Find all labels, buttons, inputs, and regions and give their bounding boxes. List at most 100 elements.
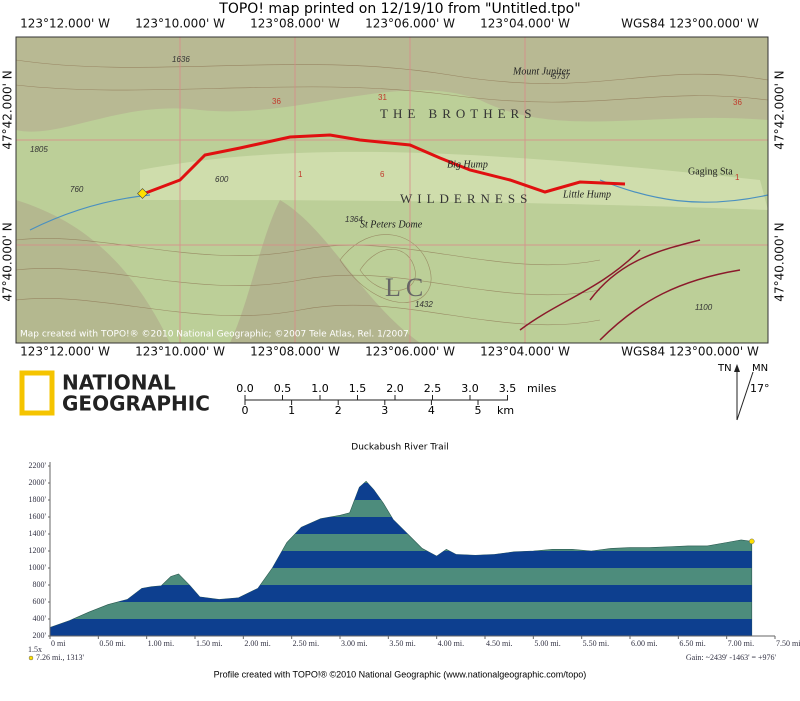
profile-chart: 200' 400' 600' 800' 1000' 1200' 1400' 1600' 1800…: [28, 461, 800, 680]
scale-label: 1: [288, 404, 295, 417]
y-tick-label: 400': [33, 614, 47, 623]
elevation: 600: [215, 175, 229, 184]
logo-text: NATIONAL: [62, 371, 176, 395]
x-tick-label: 7.00 mi.: [728, 639, 754, 648]
scale-unit: miles: [527, 382, 557, 395]
longitude-label: 123°06.000' W: [365, 345, 455, 359]
x-tick-label: 2.50 mi.: [293, 639, 319, 648]
y-tick-label: 200': [33, 631, 47, 640]
page-title: TOPO! map printed on 12/19/10 from "Unti…: [218, 1, 580, 17]
x-tick-label: 3.50 mi.: [389, 639, 415, 648]
scale-label: 0.5: [274, 382, 292, 395]
declination: 17°: [750, 382, 770, 395]
map-label: Gaging Sta: [688, 166, 733, 177]
y-tick-label: 1600': [29, 512, 47, 521]
scale-label: 0.0: [236, 382, 254, 395]
elevation: 1100: [695, 303, 713, 312]
section-number: 31: [378, 93, 387, 102]
longitude-label: 123°12.000' W: [20, 17, 110, 31]
map-label: Big Hump: [447, 159, 488, 170]
logo: NATIONAL GEOGRAPHIC: [19, 370, 210, 416]
map-label: St Peters Dome: [360, 219, 423, 230]
scale-label: 2.5: [424, 382, 442, 395]
y-tick-label: 1400': [29, 529, 47, 538]
longitude-label: 123°08.000' W: [250, 17, 340, 31]
elevation: 1805: [30, 145, 48, 154]
north-arrow: TN MN 17°: [717, 363, 770, 421]
longitude-label: 123°08.000' W: [250, 345, 340, 359]
x-tick-label: 1.00 mi.: [148, 639, 174, 648]
y-tick-label: 800': [33, 580, 47, 589]
x-tick-label: 6.50 mi.: [679, 639, 705, 648]
coordinate-labels: 123°12.000' W 123°12.000' W 123°10.000' W 1…: [1, 17, 787, 359]
x-tick-label: 5.50 mi.: [583, 639, 609, 648]
y-tick-label: 1800': [29, 495, 47, 504]
map-label: Mount Jupiter: [512, 66, 570, 77]
x-tick-label: 4.00 mi.: [438, 639, 464, 648]
elevation: 760: [70, 185, 84, 194]
longitude-label: 123°04.000' W: [480, 345, 570, 359]
end-label: 7.26 mi., 1313': [36, 653, 84, 662]
scale-bar: 0.0 0.5 1.0 1.5 2.0 2.5 3.0 3.5 miles 0 1 2 3 4 5 km: [236, 382, 556, 417]
elevation: 1636: [172, 55, 190, 64]
band: [50, 619, 752, 636]
latitude-label: 47°42.000' N: [773, 70, 787, 149]
logo-text: GEOGRAPHIC: [62, 392, 210, 416]
gain: Gain: ~2439' -1463' = +976': [686, 653, 777, 662]
y-tick-label: 1200': [29, 546, 47, 555]
band: [50, 517, 752, 534]
latitude-label: 47°40.000' N: [1, 222, 15, 301]
section-number: 36: [272, 97, 281, 106]
elevation: 1432: [415, 300, 433, 309]
map-label: THE BROTHERS: [380, 106, 536, 121]
scale-label: 3.5: [499, 382, 517, 395]
longitude-label: 123°04.000' W: [480, 17, 570, 31]
y-tick-label: 1000': [29, 563, 47, 572]
chart-title: Duckabush River Trail: [351, 443, 448, 453]
band: [50, 551, 752, 568]
y-tick-label: 600': [33, 597, 47, 606]
section-number: 1: [298, 170, 303, 179]
map-label: LC: [385, 273, 428, 302]
x-tick-label: 1.50 mi.: [196, 639, 222, 648]
scale-label: 2.0: [386, 382, 404, 395]
north-label: TN: [717, 363, 732, 374]
x-tick-label: 0 mi: [51, 639, 66, 648]
scale-label: 4: [428, 404, 435, 417]
topo-map: THE BROTHERS WILDERNESS Mount Jupiter Bi…: [15, 36, 769, 344]
band: [50, 483, 752, 500]
scale-label: 5: [475, 404, 482, 417]
chart-credit: Profile created with TOPO!® ©2010 Nation…: [214, 669, 587, 679]
x-tick-label: 3.00 mi.: [341, 639, 367, 648]
x-tick-label: 0.50 mi.: [99, 639, 125, 648]
x-tick-label: 6.00 mi.: [631, 639, 657, 648]
longitude-label: 123°10.000' W: [135, 345, 225, 359]
x-tick-label: 4.50 mi.: [486, 639, 512, 648]
latitude-label: 47°42.000' N: [1, 70, 15, 149]
exaggeration: 1.5x: [28, 645, 42, 654]
scale-label: 3: [381, 404, 388, 417]
section-number: 1: [735, 173, 740, 182]
longitude-label: 123°10.000' W: [135, 17, 225, 31]
x-tick-label: 7.50 mi: [776, 639, 800, 648]
scale-unit: km: [497, 404, 514, 417]
scale-label: 3.0: [461, 382, 479, 395]
x-tick-label: 5.00 mi.: [534, 639, 560, 648]
map-credit: Map created with TOPO!® ©2010 National G…: [20, 330, 409, 340]
longitude-label: WGS84 123°00.000' W: [621, 17, 759, 31]
marker-icon: [28, 655, 34, 661]
longitude-label: 123°12.000' W: [20, 345, 110, 359]
scale-label: 1.5: [349, 382, 367, 395]
elevation: 1364: [345, 215, 363, 224]
section-number: 36: [733, 98, 742, 107]
map-label: Little Hump: [562, 189, 611, 200]
map-label: WILDERNESS: [400, 191, 532, 206]
y-tick-label: 2200': [29, 461, 47, 470]
longitude-label: 123°06.000' W: [365, 17, 455, 31]
latitude-label: 47°40.000' N: [773, 222, 787, 301]
end-marker: [749, 538, 755, 545]
longitude-label: WGS84 123°00.000' W: [621, 345, 759, 359]
scale-label: 2: [335, 404, 342, 417]
north-label: MN: [752, 363, 768, 374]
